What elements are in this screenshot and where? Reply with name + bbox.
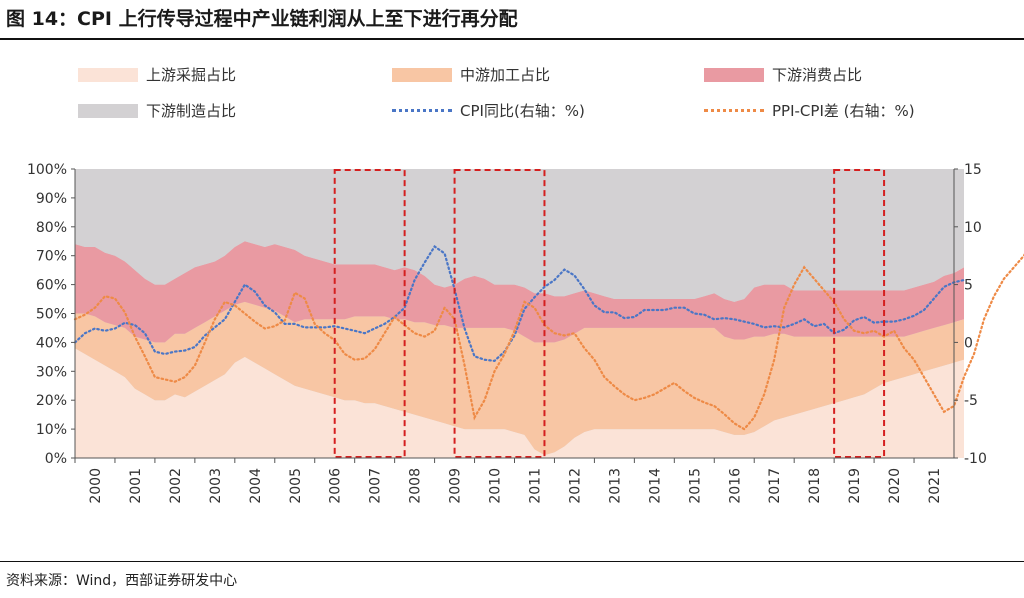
area-series-4 — [75, 169, 964, 302]
title-rule — [0, 38, 1024, 40]
x-tick-label: 2021 — [927, 468, 943, 504]
x-tick-label: 2008 — [408, 468, 424, 504]
legend-item-downstream-consumer: 下游消费占比 — [704, 64, 862, 85]
legend-label-upstream-mining: 上游采掘占比 — [146, 66, 237, 84]
area-series-3 — [75, 241, 964, 343]
legend-swatch-downstream-consumer — [704, 67, 764, 82]
x-tick-label: 2017 — [767, 468, 783, 504]
x-tick-label: 2014 — [647, 468, 663, 504]
left-tick-label: 90% — [36, 191, 67, 207]
left-tick-label: 100% — [27, 162, 67, 178]
left-tick-label: 60% — [36, 278, 67, 294]
legend-item-midstream-processing: 中游加工占比 — [392, 64, 550, 85]
legend-swatch-midstream-processing — [392, 67, 452, 82]
legend-label-midstream-processing: 中游加工占比 — [460, 66, 551, 84]
x-tick-label: 2004 — [248, 468, 264, 504]
left-tick-label: 50% — [36, 307, 67, 323]
left-tick-label: 10% — [36, 422, 67, 438]
area-series-1 — [75, 348, 964, 458]
legend-label-downstream-consumer: 下游消费占比 — [772, 66, 863, 84]
legend-swatch-ppi-cpi — [704, 109, 764, 112]
x-tick-label: 2015 — [687, 468, 703, 504]
area-series-2 — [75, 301, 964, 456]
left-tick-label: 20% — [36, 393, 67, 409]
right-tick-label: 5 — [964, 278, 973, 294]
legend-item-upstream-mining: 上游采掘占比 — [78, 64, 236, 85]
right-tick-label: 0 — [964, 335, 973, 351]
right-tick-label: 15 — [964, 162, 982, 178]
legend: 上游采掘占比 中游加工占比 下游消费占比 下游制造占比 CPI同比(右轴：%) … — [0, 0, 1024, 140]
right-tick-label: 10 — [964, 220, 982, 236]
x-tick-label: 2019 — [847, 468, 863, 504]
legend-label-ppi-cpi: PPI-CPI差 (右轴：%) — [772, 102, 915, 120]
ppi-cpi-line — [73, 253, 1024, 431]
figure-title: 图 14：CPI 上行传导过程中产业链利润从上至下进行再分配 — [6, 8, 518, 30]
x-tick-label: 2001 — [128, 468, 144, 504]
x-tick-label: 2013 — [607, 468, 623, 504]
x-tick-label: 2002 — [168, 468, 184, 504]
x-tick-label: 2016 — [727, 468, 743, 504]
x-tick-label: 2012 — [567, 468, 583, 504]
cpi-line — [73, 244, 966, 363]
x-tick-label: 2020 — [887, 468, 903, 504]
x-tick-label: 2000 — [88, 468, 104, 504]
x-tick-label: 2011 — [527, 468, 543, 504]
right-tick-label: -5 — [964, 393, 978, 409]
x-tick-label: 2005 — [288, 468, 304, 504]
left-tick-label: 30% — [36, 364, 67, 380]
x-tick-label: 2018 — [807, 468, 823, 504]
source-note: 资料来源：Wind，西部证券研发中心 — [6, 573, 238, 589]
left-tick-label: 80% — [36, 220, 67, 236]
legend-item-ppi-cpi: PPI-CPI差 (右轴：%) — [704, 100, 915, 121]
x-tick-label: 2006 — [328, 468, 344, 504]
x-tick-label: 2009 — [448, 468, 464, 504]
left-tick-label: 70% — [36, 249, 67, 265]
legend-item-cpi: CPI同比(右轴：%) — [392, 100, 585, 121]
x-tick-label: 2007 — [368, 468, 384, 504]
legend-item-downstream-manufacturing: 下游制造占比 — [78, 100, 236, 121]
source-rule — [0, 561, 1024, 562]
legend-swatch-downstream-manufacturing — [78, 103, 138, 118]
highlight-box-2 — [453, 169, 546, 458]
legend-label-downstream-manufacturing: 下游制造占比 — [146, 102, 237, 120]
chart-svg: 0% 10% 20% 30% 40% 50% 60% 70% 80% 90% 100% -10 -5 0 5… — [27, 162, 1024, 504]
highlight-box-1 — [333, 169, 406, 458]
x-tick-label: 2003 — [208, 468, 224, 504]
legend-swatch-upstream-mining — [78, 67, 138, 82]
left-tick-label: 0% — [45, 451, 67, 467]
left-tick-label: 40% — [36, 335, 67, 351]
legend-swatch-cpi — [392, 109, 452, 112]
x-tick-label: 2010 — [488, 468, 504, 504]
highlight-box-3 — [833, 169, 886, 458]
right-tick-label: -10 — [964, 451, 987, 467]
legend-label-cpi: CPI同比(右轴：%) — [460, 102, 585, 120]
